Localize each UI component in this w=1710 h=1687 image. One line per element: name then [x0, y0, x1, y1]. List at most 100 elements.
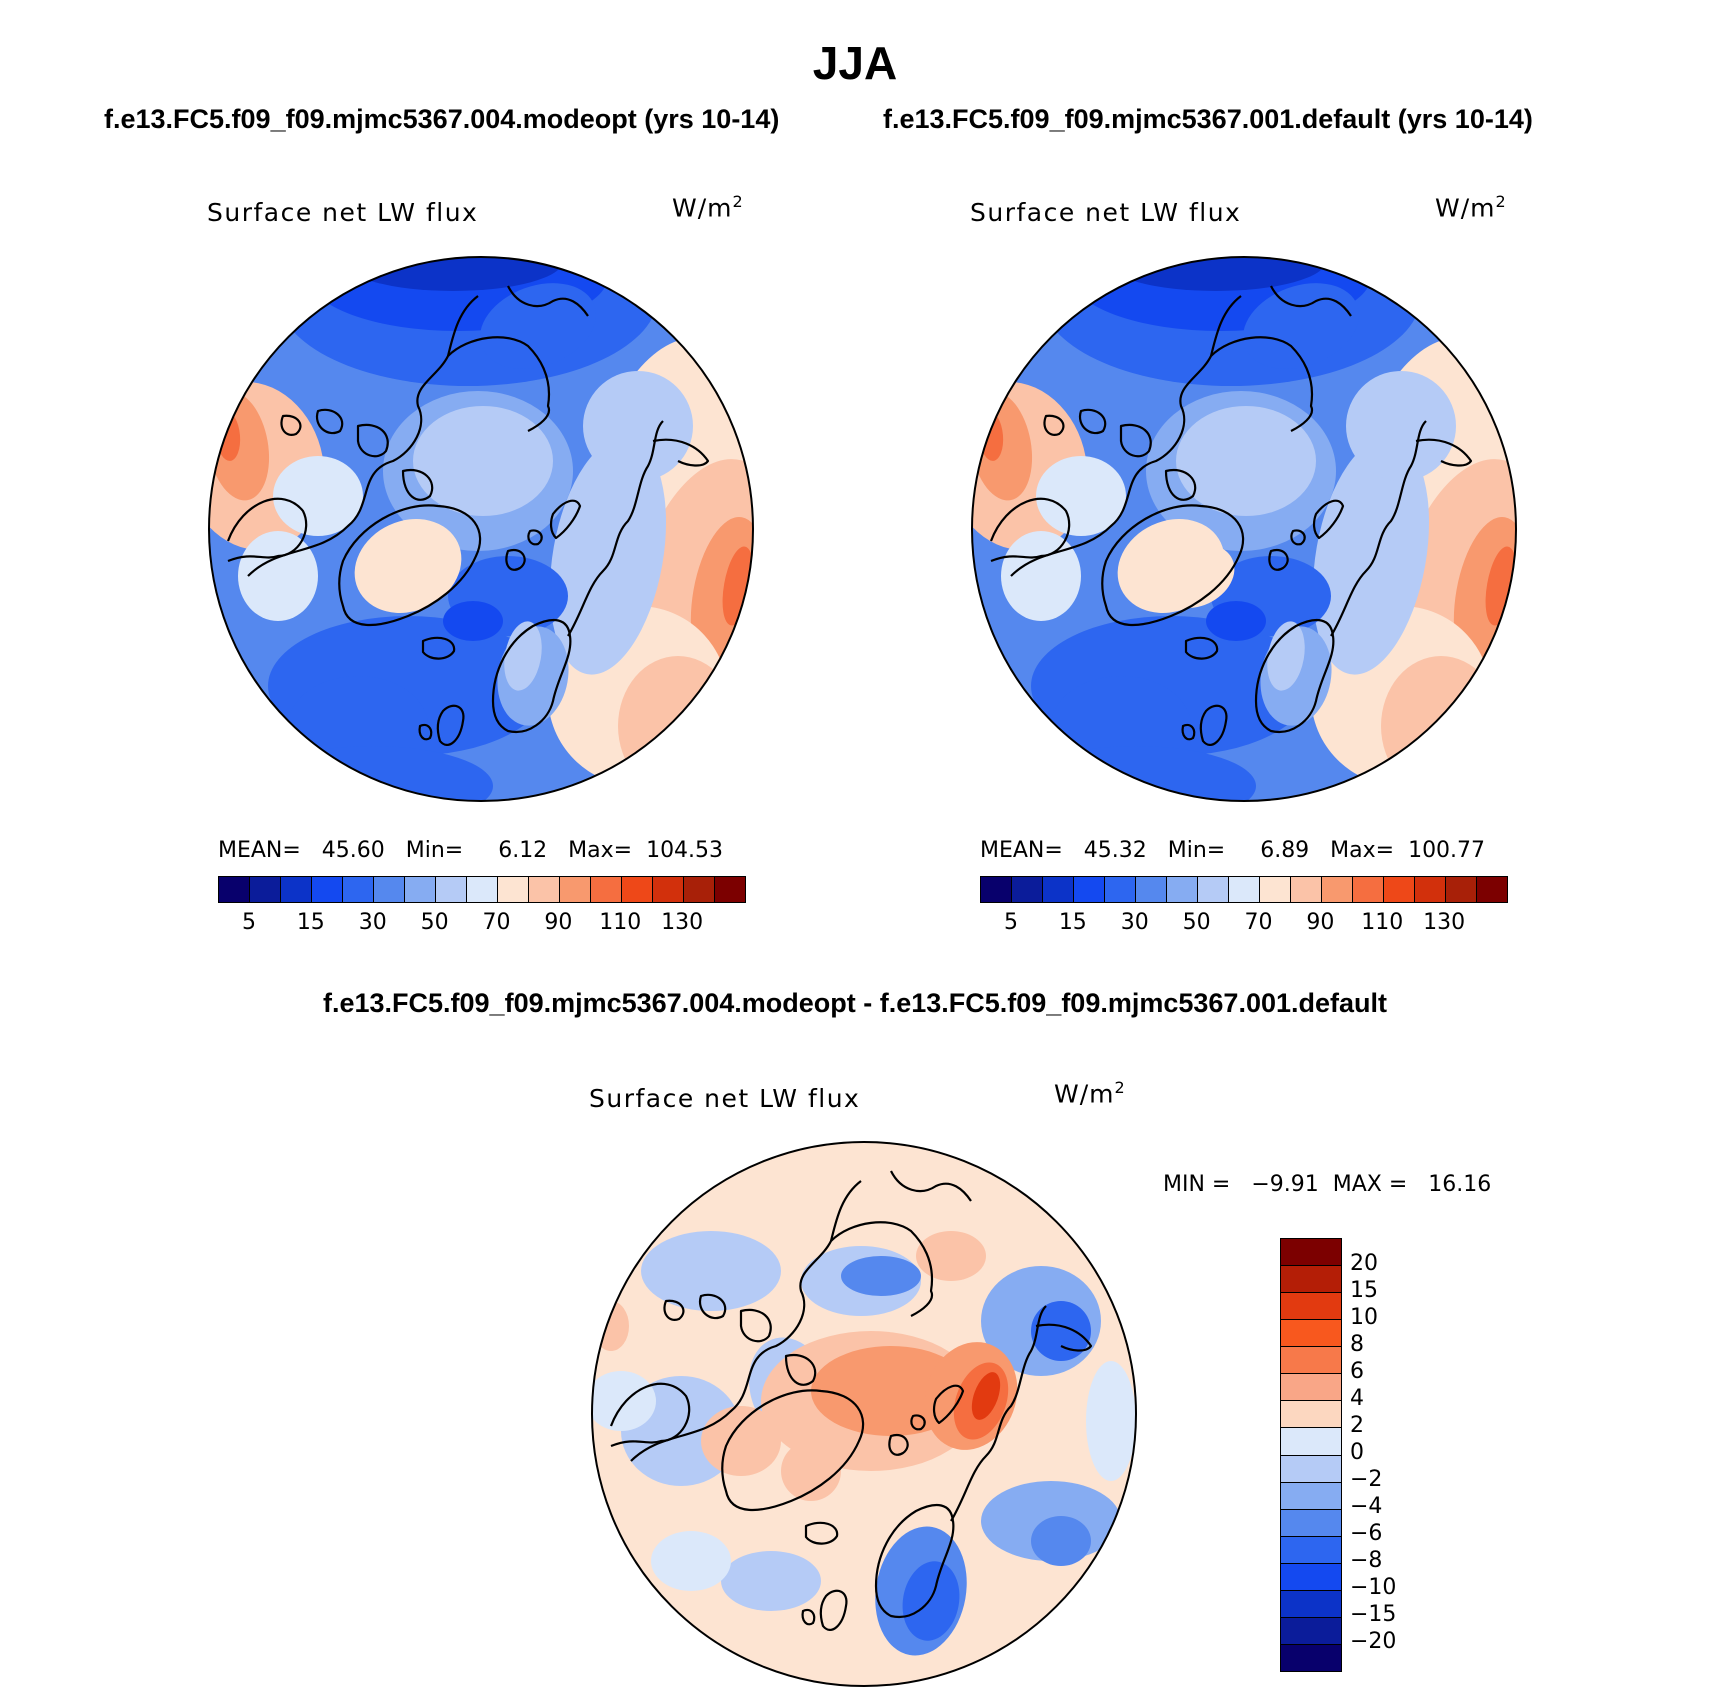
- field-region: [781, 1441, 841, 1501]
- coastline: [1330, 420, 1427, 637]
- colorbar-swatch: [715, 877, 745, 902]
- field-region: [1106, 257, 1326, 291]
- colorbar-tick-label: 30: [358, 910, 387, 935]
- coastline: [910, 1414, 926, 1431]
- coastline: [527, 529, 543, 546]
- coastline: [505, 548, 526, 571]
- coastline: [315, 408, 344, 435]
- coastline: [784, 1353, 817, 1386]
- colorbar-swatch: [529, 877, 560, 902]
- panel2-stats: MEAN= 45.32 Min= 6.89 Max= 100.77: [980, 838, 1486, 863]
- field-region: [1206, 601, 1266, 641]
- colorbar-swatch: [1281, 1374, 1341, 1402]
- colorbar-swatch: [436, 877, 467, 902]
- field-region: [273, 456, 363, 536]
- colorbar-swatch: [312, 877, 343, 902]
- colorbar-swatch: [1043, 877, 1074, 902]
- colorbar-tick-label: 70: [482, 910, 511, 935]
- colorbar-swatch: [219, 877, 250, 902]
- field-region: [916, 1231, 986, 1281]
- field-region: [253, 746, 493, 801]
- field-region: [354, 519, 462, 613]
- main-title: JJA: [812, 37, 898, 89]
- field-region: [413, 406, 553, 516]
- coastline: [1254, 618, 1335, 734]
- colorbar-swatch: [1322, 877, 1353, 902]
- colorbar-tick-label: 5: [1003, 910, 1018, 935]
- field-region: [1031, 1516, 1091, 1566]
- colorbar-swatch: [1353, 877, 1384, 902]
- colorbar-swatch: [622, 877, 653, 902]
- coastline: [549, 499, 582, 540]
- panel1-polar-map: [208, 256, 754, 802]
- coastline: [698, 1293, 727, 1320]
- coastline: [1043, 414, 1065, 436]
- field-region: [1381, 656, 1501, 796]
- field-region: [238, 531, 318, 621]
- coastline: [418, 723, 433, 741]
- coastline: [652, 438, 710, 467]
- colorbar-swatch: [684, 877, 715, 902]
- coastline: [1209, 285, 1352, 357]
- coastline: [356, 423, 389, 458]
- diff-stats: MIN = −9.91 MAX = 16.16: [1163, 1172, 1492, 1197]
- colorbar-swatch: [498, 877, 529, 902]
- coastline: [1184, 636, 1219, 660]
- colorbar-tick-label: 110: [1361, 910, 1404, 935]
- field-region: [1016, 746, 1256, 801]
- colorbar-swatch: [343, 877, 374, 902]
- field-region: [651, 1531, 731, 1591]
- colorbar-tick-label: 4: [1350, 1386, 1364, 1411]
- diff-colorbar: [1280, 1238, 1342, 1672]
- colorbar-tick-label: −8: [1350, 1548, 1383, 1573]
- coastline: [567, 420, 664, 637]
- coastline: [1199, 704, 1228, 746]
- colorbar-swatch: [1281, 1509, 1341, 1537]
- colorbar-swatch: [653, 877, 684, 902]
- colorbar-tick-label: 15: [1350, 1278, 1378, 1303]
- colorbar-swatch: [1415, 877, 1446, 902]
- coastline: [819, 1589, 848, 1631]
- diff-units: W/m2: [1054, 1078, 1126, 1109]
- colorbar-swatch: [1281, 1536, 1341, 1564]
- field-region: [1036, 456, 1126, 536]
- colorbar-swatch: [374, 877, 405, 902]
- map-border: [971, 256, 1517, 802]
- coastline: [804, 1521, 839, 1545]
- coastline: [436, 704, 465, 746]
- coastline: [1119, 423, 1152, 458]
- coastline: [932, 1384, 965, 1425]
- colorbar-swatch: [1136, 877, 1167, 902]
- coastline: [950, 1305, 1047, 1522]
- field-region: [1267, 621, 1305, 691]
- coastline: [888, 1433, 909, 1456]
- coastline: [1010, 336, 1314, 577]
- colorbar-swatch: [1167, 877, 1198, 902]
- field-region: [479, 283, 597, 369]
- coastline: [721, 1389, 865, 1511]
- field-region: [504, 621, 542, 691]
- colorbar-swatch: [1291, 877, 1322, 902]
- colorbar-swatch: [1281, 1428, 1341, 1456]
- colorbar-tick-label: 90: [1306, 910, 1335, 935]
- colorbar-tick-label: −15: [1350, 1602, 1397, 1627]
- colorbar-tick-label: 50: [420, 910, 449, 935]
- colorbar-swatch: [250, 877, 281, 902]
- colorbar-tick-label: 5: [241, 910, 256, 935]
- coastline: [247, 336, 551, 577]
- colorbar-tick-label: −20: [1350, 1629, 1397, 1654]
- field-region: [593, 1301, 629, 1351]
- colorbar-tick-label: 10: [1350, 1305, 1378, 1330]
- coastline: [1415, 438, 1473, 467]
- colorbar-swatch: [467, 877, 498, 902]
- colorbar-tick-label: 8: [1350, 1332, 1364, 1357]
- panel2-colorbar: [980, 876, 1508, 903]
- coastline: [421, 636, 456, 660]
- coastline: [609, 1382, 691, 1448]
- colorbar-swatch: [1281, 1482, 1341, 1510]
- field-region: [1031, 1301, 1091, 1361]
- colorbar-swatch: [1281, 1320, 1341, 1348]
- coastline: [1035, 1323, 1093, 1352]
- coastline: [226, 497, 308, 563]
- colorbar-tick-label: 0: [1350, 1440, 1364, 1465]
